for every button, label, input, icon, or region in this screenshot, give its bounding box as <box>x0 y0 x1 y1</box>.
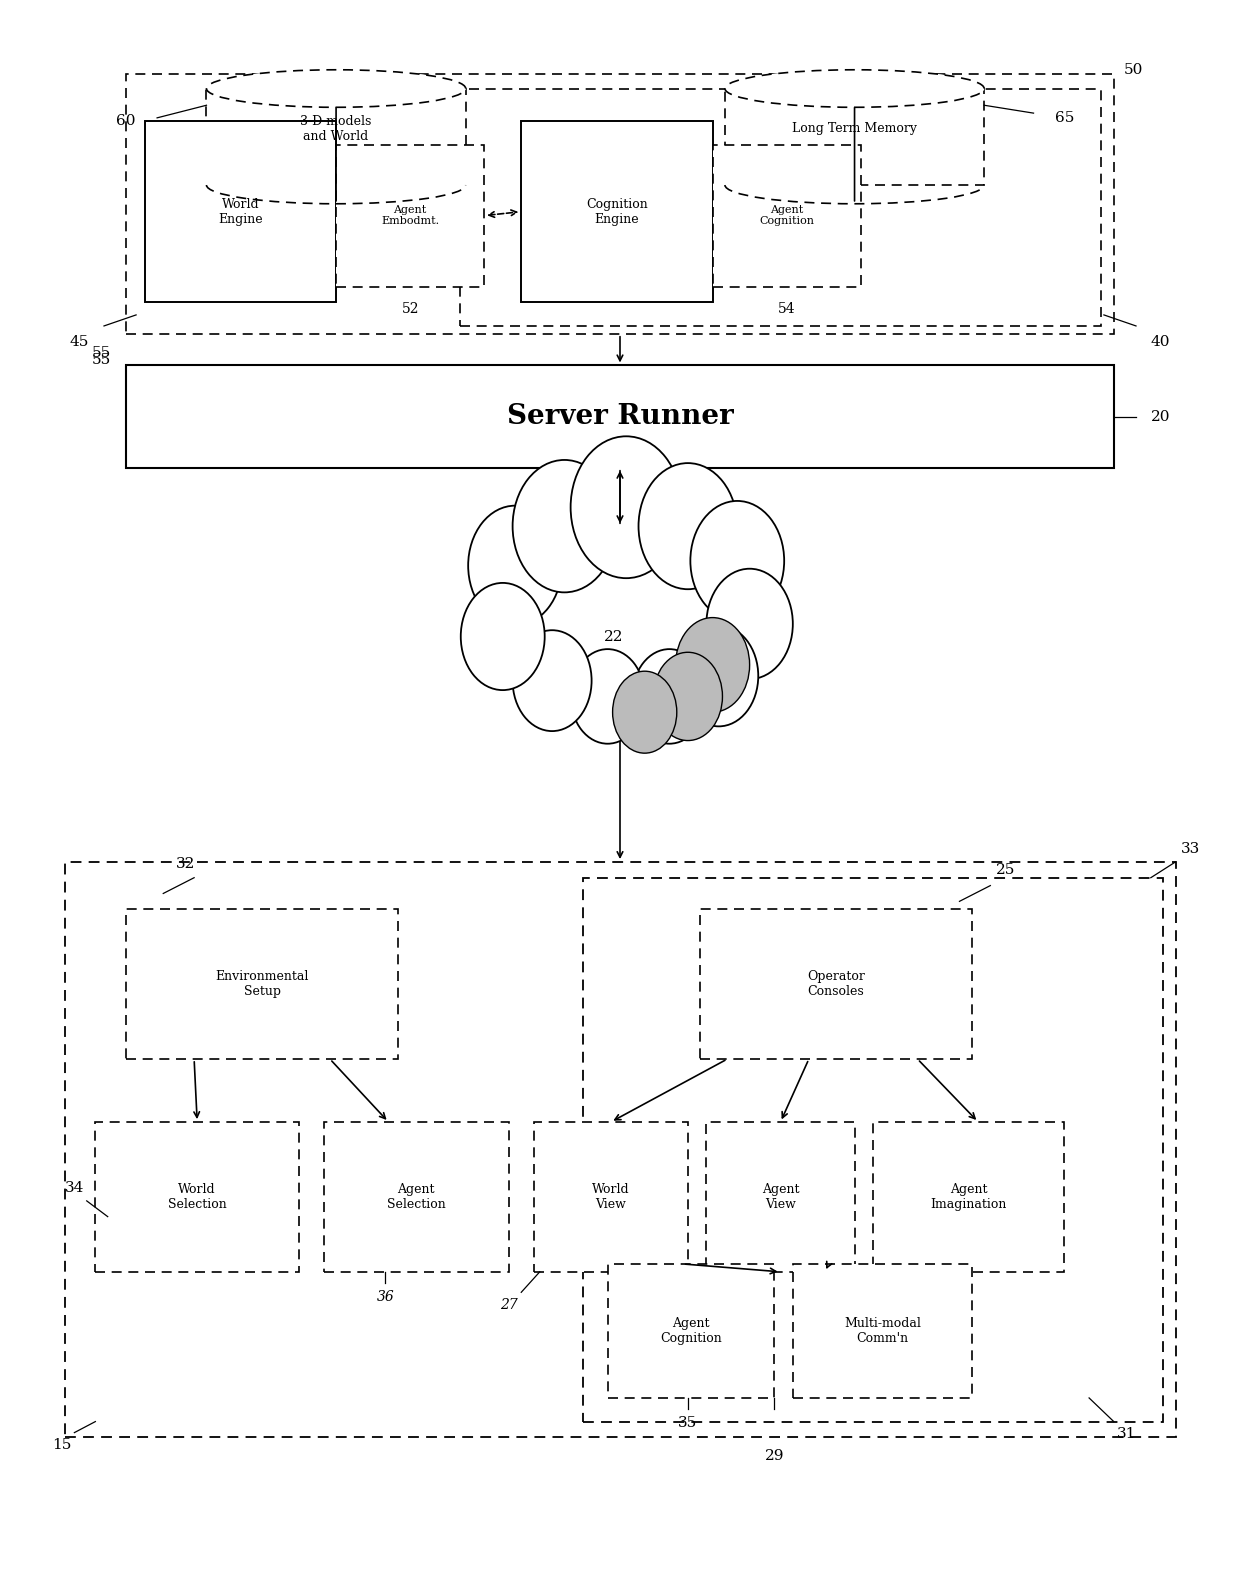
Text: 55: 55 <box>92 346 112 359</box>
Text: 15: 15 <box>52 1438 72 1452</box>
Text: 34: 34 <box>64 1182 84 1196</box>
Text: 40: 40 <box>1151 335 1171 348</box>
Text: 31: 31 <box>1116 1427 1136 1441</box>
Text: 52: 52 <box>402 302 419 315</box>
Bar <box>608 1264 774 1398</box>
Text: 25: 25 <box>996 862 1014 876</box>
Circle shape <box>512 460 616 592</box>
Bar <box>583 878 1163 1422</box>
Bar <box>207 89 466 185</box>
Text: 35: 35 <box>678 1416 698 1430</box>
Bar <box>126 74 1114 334</box>
Text: 65: 65 <box>1055 111 1074 125</box>
Text: Agent
Selection: Agent Selection <box>387 1183 445 1210</box>
Text: World
Selection: World Selection <box>167 1183 227 1210</box>
Text: 55: 55 <box>92 353 112 367</box>
Circle shape <box>680 625 758 726</box>
Bar <box>336 144 484 286</box>
Text: 60: 60 <box>117 114 136 128</box>
Text: Server Runner: Server Runner <box>507 403 733 430</box>
Bar <box>126 365 1114 468</box>
Text: 3-D models
and World: 3-D models and World <box>300 115 372 142</box>
Circle shape <box>676 617 750 712</box>
Text: 33: 33 <box>1180 842 1200 856</box>
Text: World
Engine: World Engine <box>218 198 263 226</box>
Circle shape <box>512 630 591 731</box>
Bar <box>324 1122 508 1272</box>
Text: 29: 29 <box>765 1449 784 1463</box>
Text: Long Term Memory: Long Term Memory <box>792 122 918 136</box>
Text: 32: 32 <box>176 856 195 870</box>
Text: Agent
Cognition: Agent Cognition <box>660 1316 722 1345</box>
Text: Agent
Cognition: Agent Cognition <box>759 204 815 226</box>
Circle shape <box>632 649 707 744</box>
Circle shape <box>707 568 792 679</box>
Text: 22: 22 <box>604 630 624 644</box>
Bar <box>521 120 713 302</box>
Bar <box>145 120 336 302</box>
Text: 45: 45 <box>69 335 89 348</box>
Text: 20: 20 <box>1151 410 1171 424</box>
Circle shape <box>570 437 682 577</box>
Text: Multi-modal
Comm'n: Multi-modal Comm'n <box>844 1316 921 1345</box>
Circle shape <box>639 464 738 589</box>
Bar <box>873 1122 1064 1272</box>
Text: Cognition
Engine: Cognition Engine <box>587 198 647 226</box>
Bar <box>533 1122 688 1272</box>
Text: 54: 54 <box>777 302 796 315</box>
Text: Environmental
Setup: Environmental Setup <box>216 970 309 998</box>
Circle shape <box>461 582 544 690</box>
Text: Agent
Imagination: Agent Imagination <box>930 1183 1007 1210</box>
Bar <box>701 910 972 1058</box>
Text: Operator
Consoles: Operator Consoles <box>807 970 866 998</box>
Bar <box>713 144 861 286</box>
Circle shape <box>613 671 677 753</box>
Text: Agent
View: Agent View <box>761 1183 800 1210</box>
Bar <box>725 89 985 185</box>
Circle shape <box>653 652 723 740</box>
Circle shape <box>691 501 784 620</box>
Bar <box>707 1122 854 1272</box>
Ellipse shape <box>725 70 985 108</box>
Text: World
View: World View <box>591 1183 630 1210</box>
Bar <box>126 910 398 1058</box>
Text: 36: 36 <box>377 1289 394 1304</box>
Bar <box>64 862 1176 1438</box>
Ellipse shape <box>207 70 466 108</box>
Text: Agent
Embodmt.: Agent Embodmt. <box>381 204 439 226</box>
Bar <box>792 1264 972 1398</box>
Ellipse shape <box>725 70 985 108</box>
Ellipse shape <box>207 70 466 108</box>
Bar <box>460 90 1101 326</box>
Circle shape <box>570 649 645 744</box>
Bar <box>95 1122 299 1272</box>
Text: 50: 50 <box>1123 63 1143 78</box>
Circle shape <box>469 506 562 625</box>
Text: 27: 27 <box>500 1297 518 1311</box>
